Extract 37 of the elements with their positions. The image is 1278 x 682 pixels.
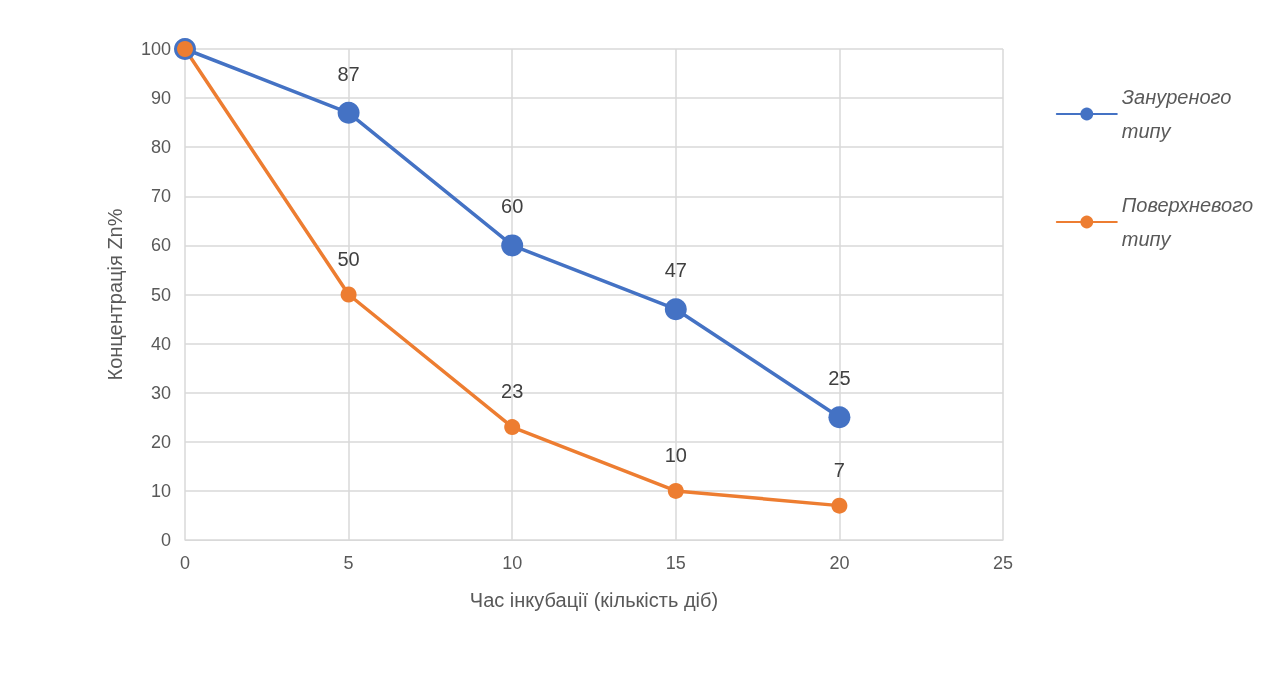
data-label: 7 [833,458,845,481]
y-tick-label: 0 [160,530,171,550]
legend-label: Зануреного типу [1121,86,1232,142]
point [340,286,357,303]
y-tick-label: 80 [150,137,171,158]
point [501,234,524,257]
y-tick-label: 10 [150,480,171,501]
y-tick-label: 70 [150,186,171,207]
y-tick-label: 40 [150,333,171,354]
point [831,497,848,514]
data-label: 87 [337,62,360,85]
data-label: 25 [828,367,851,390]
point [504,419,521,436]
point [664,298,687,321]
point [667,482,684,499]
data-label: 10 [664,443,687,466]
data-label: 23 [501,380,524,403]
y-tick-label: 50 [150,284,171,305]
x-tick-label: 20 [829,553,850,573]
y-tick-label: 30 [150,382,171,403]
point [828,406,851,429]
data-label: 50 [337,247,360,270]
data-label: 60 [501,195,524,218]
y-axis-title: Концентрація Zn% [104,208,126,381]
y-tick-label: 60 [150,235,171,256]
x-tick-label: 15 [665,553,686,573]
x-tick-label: 10 [502,553,523,573]
x-axis-title: Час інкубації (кількість діб) [469,589,719,611]
data-label: 47 [664,259,687,282]
x-tick-label: 5 [343,553,354,573]
y-tick-label: 20 [150,431,171,452]
point [337,101,360,124]
y-tick-label: 100 [140,39,171,59]
y-tick-label: 90 [150,88,171,109]
legend-label: Поверхневого типу [1121,194,1254,250]
x-tick-label: 25 [992,553,1014,573]
x-tick-label: 0 [179,553,191,573]
